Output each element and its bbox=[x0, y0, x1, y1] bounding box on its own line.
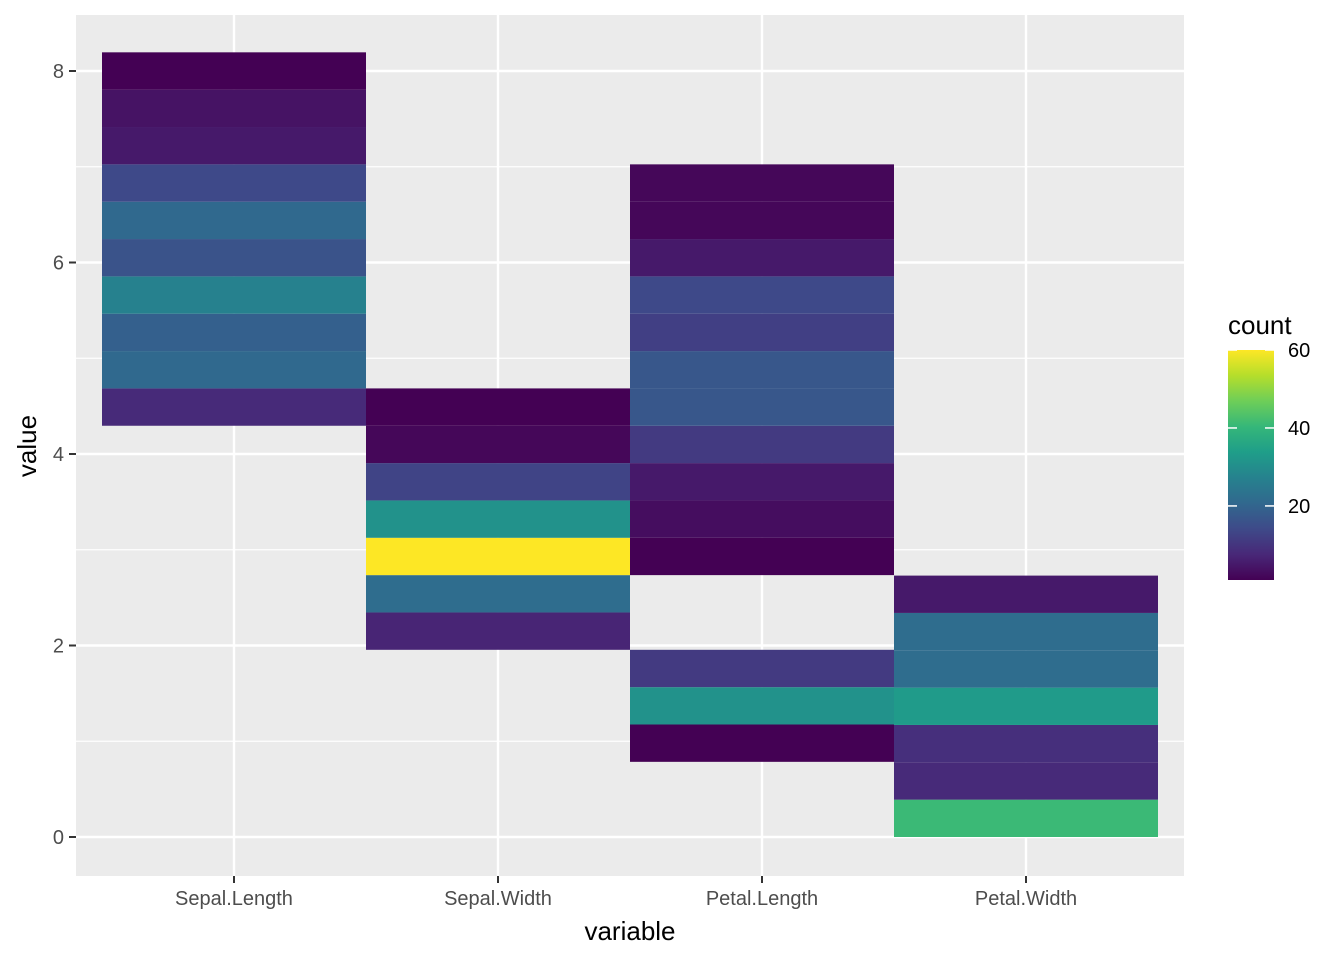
heatmap-tile bbox=[630, 687, 894, 725]
heatmap-tile bbox=[630, 500, 894, 538]
color-legend: count 20 40 60 bbox=[1228, 310, 1310, 580]
legend-tick-label: 60 bbox=[1288, 340, 1310, 362]
x-axis-title: variable bbox=[584, 916, 675, 946]
heatmap-tile bbox=[102, 388, 366, 426]
legend-tick-label: 20 bbox=[1288, 496, 1310, 518]
x-tick-label: Sepal.Width bbox=[444, 888, 552, 910]
heatmap-tile bbox=[366, 500, 630, 538]
heatmap-tiles bbox=[102, 52, 1158, 837]
heatmap-tile bbox=[894, 762, 1158, 800]
heatmap-tile bbox=[630, 164, 894, 202]
heatmap-tile bbox=[630, 351, 894, 389]
y-axis: 0 2 4 6 8 bbox=[53, 61, 76, 849]
heatmap-tile bbox=[894, 687, 1158, 725]
y-tick-label: 4 bbox=[53, 444, 64, 466]
heatmap-tile bbox=[102, 127, 366, 165]
heatmap-tile bbox=[894, 650, 1158, 688]
legend-colorbar bbox=[1228, 350, 1274, 580]
heatmap-tile bbox=[894, 612, 1158, 651]
y-tick-label: 0 bbox=[53, 827, 64, 849]
heatmap-tile bbox=[366, 612, 630, 650]
heatmap-tile bbox=[630, 463, 894, 501]
y-axis-title: value bbox=[12, 415, 42, 477]
heatmap-tile bbox=[630, 649, 894, 688]
heatmap-tile bbox=[102, 239, 366, 277]
heatmap-tile bbox=[102, 313, 366, 352]
heatmap-tile bbox=[894, 724, 1158, 763]
y-tick-label: 8 bbox=[53, 61, 64, 83]
heatmap-tile bbox=[630, 724, 894, 762]
heatmap-tile bbox=[102, 164, 366, 202]
heatmap-tile bbox=[630, 537, 894, 576]
heatmap-tile bbox=[630, 276, 894, 314]
legend-ticks: 20 40 60 bbox=[1228, 340, 1310, 518]
x-tick-label: Sepal.Length bbox=[175, 888, 293, 910]
heatmap-tile bbox=[894, 575, 1158, 613]
heatmap-tile bbox=[630, 201, 894, 240]
heatmap-tile bbox=[894, 799, 1158, 837]
heatmap-tile bbox=[366, 463, 630, 501]
heatmap-tile bbox=[102, 351, 366, 389]
heatmap-tile bbox=[366, 575, 630, 613]
x-tick-label: Petal.Width bbox=[975, 888, 1077, 910]
heatmap-tile bbox=[366, 388, 630, 426]
x-axis: Sepal.Length Sepal.Width Petal.Length Petal… bbox=[175, 876, 1077, 910]
heatmap-tile bbox=[366, 425, 630, 464]
heatmap-tile bbox=[102, 89, 366, 128]
heatmap-tile bbox=[630, 425, 894, 464]
heatmap-tile bbox=[630, 313, 894, 352]
y-tick-label: 2 bbox=[53, 636, 64, 658]
legend-tick-label: 40 bbox=[1288, 418, 1310, 440]
heatmap-tile bbox=[366, 537, 630, 576]
legend-title: count bbox=[1228, 310, 1292, 340]
heatmap-tile bbox=[102, 276, 366, 314]
heatmap-tile bbox=[102, 52, 366, 90]
heatmap-tile bbox=[630, 239, 894, 277]
x-tick-label: Petal.Length bbox=[706, 888, 818, 910]
heatmap-tile bbox=[102, 201, 366, 240]
y-tick-label: 6 bbox=[53, 253, 64, 275]
heatmap-tile bbox=[630, 388, 894, 426]
